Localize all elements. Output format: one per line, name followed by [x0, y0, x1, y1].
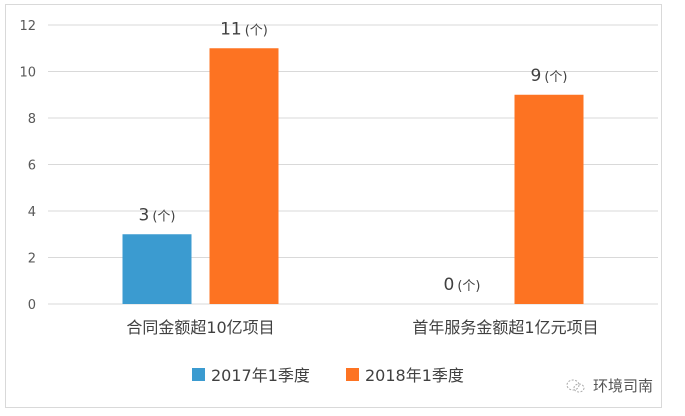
y-tick-label: 2: [28, 252, 36, 267]
data-label-value: 9: [531, 66, 542, 86]
legend-swatch-0: [192, 368, 205, 381]
data-label: 11 (个): [220, 19, 268, 39]
y-tick-label: 4: [28, 205, 36, 220]
y-tick-label: 0: [28, 298, 36, 313]
x-category-label: 合同金额超10亿项目: [126, 318, 274, 337]
data-label: 3 (个): [139, 205, 176, 225]
y-tick-label: 12: [19, 19, 36, 34]
y-tick-label: 10: [19, 66, 36, 81]
wechat-icon: [566, 379, 585, 392]
chart-frame: [5, 4, 662, 408]
data-label-unit: (个): [152, 209, 175, 224]
bar-2017: [122, 234, 192, 304]
y-tick-label: 8: [28, 112, 36, 127]
data-label-value: 3: [139, 205, 150, 225]
data-label: 0 (个): [444, 275, 481, 295]
legend-label: 2017年1季度: [211, 366, 310, 385]
bar-2018: [209, 48, 279, 304]
data-label-unit: (个): [245, 23, 268, 38]
y-tick-label: 6: [28, 159, 36, 174]
data-label-value: 11: [220, 19, 242, 39]
bar-2018: [514, 94, 584, 304]
data-label-value: 0: [444, 275, 455, 295]
data-label-unit: (个): [457, 279, 480, 294]
legend-swatch-1: [346, 368, 359, 381]
data-label: 9 (个): [531, 66, 568, 86]
data-label-unit: (个): [544, 70, 567, 85]
x-category-label: 首年服务金额超1亿元项目: [412, 318, 598, 337]
legend-label: 2018年1季度: [365, 366, 464, 385]
watermark: 环境司南: [565, 375, 653, 396]
watermark-text: 环境司南: [593, 377, 654, 395]
